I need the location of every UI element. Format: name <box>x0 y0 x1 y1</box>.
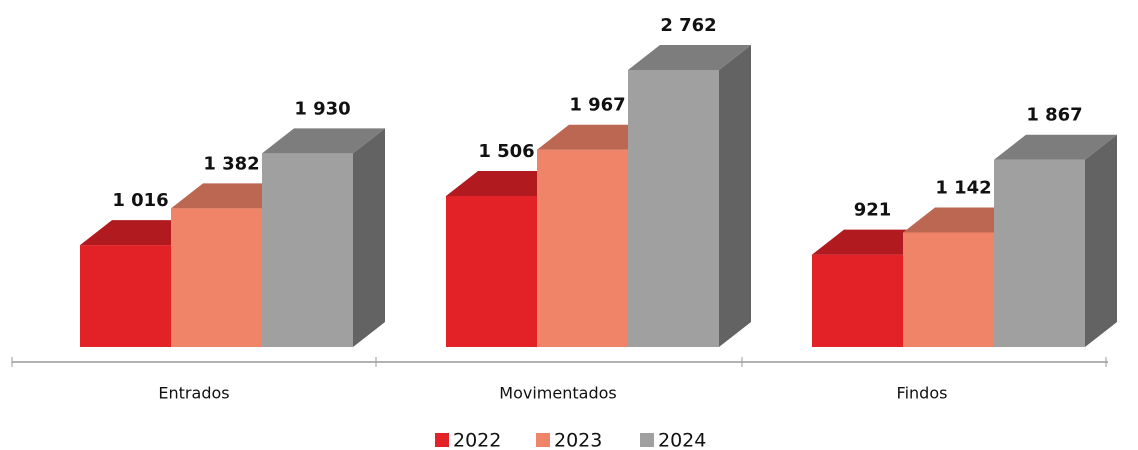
legend-swatch <box>536 433 550 447</box>
bar <box>628 44 751 347</box>
bar-side <box>353 128 385 347</box>
bar-front <box>262 153 353 347</box>
bar-top <box>994 134 1117 160</box>
bar <box>994 134 1117 347</box>
legend-swatch <box>435 433 449 447</box>
bar-front <box>537 149 628 347</box>
bar-front <box>171 208 262 347</box>
bar-front <box>812 254 903 347</box>
value-label: 1 142 <box>935 177 991 198</box>
x-tick-label: Entrados <box>158 384 229 403</box>
value-label: 1 930 <box>294 98 350 119</box>
legend-label: 2023 <box>554 430 602 450</box>
value-label: 1 967 <box>569 95 625 116</box>
bar-top <box>628 44 751 70</box>
bar-front <box>80 245 171 347</box>
value-label: 2 762 <box>660 15 716 36</box>
bar-front <box>903 232 994 347</box>
value-label: 1 016 <box>112 190 168 211</box>
legend-label: 2024 <box>658 430 706 450</box>
value-label: 1 506 <box>478 141 534 162</box>
bar-front <box>628 69 719 347</box>
legend-swatch <box>640 433 654 447</box>
value-label: 1 382 <box>203 153 259 174</box>
bar-top <box>262 128 385 154</box>
bar-front <box>994 159 1085 347</box>
x-tick-label: Movimentados <box>499 384 616 403</box>
bar <box>262 128 385 347</box>
bar-side <box>719 44 751 347</box>
x-tick-label: Findos <box>897 384 948 403</box>
bar-front <box>446 195 537 347</box>
value-label: 1 867 <box>1026 105 1082 126</box>
legend-label: 2022 <box>453 430 501 450</box>
bar-side <box>1085 134 1117 347</box>
value-label: 921 <box>854 200 892 221</box>
